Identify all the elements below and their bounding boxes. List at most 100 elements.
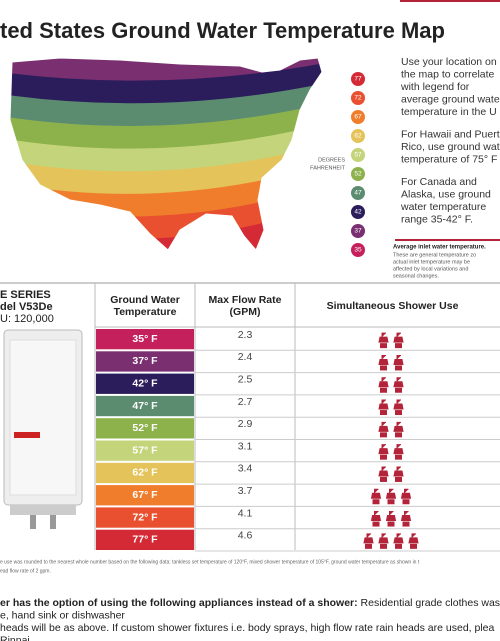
flow-value: 2.9 <box>238 418 253 430</box>
legend-value: 52 <box>354 171 362 178</box>
note-text: range 35-42° F. <box>401 213 473 225</box>
shower-icon <box>393 399 404 410</box>
legend-dot <box>351 129 365 143</box>
note-body: actual inlet temperature may be <box>393 259 470 265</box>
shower-body <box>380 365 387 371</box>
legend-dot <box>351 72 365 86</box>
shower-icons <box>378 354 404 371</box>
shower-body <box>365 543 372 549</box>
flow-value: 2.5 <box>238 374 253 386</box>
map-band <box>10 200 322 250</box>
shower-body <box>387 521 395 527</box>
shower-icon <box>393 533 404 544</box>
temp-cell <box>96 462 194 484</box>
shower-body <box>395 543 402 549</box>
note-body: These are general temperature zo <box>393 252 476 258</box>
shower-icon <box>363 533 374 544</box>
footnote: ead flow rate of 2 gpm. <box>0 568 51 574</box>
temp-cell <box>96 418 194 439</box>
shower-icon <box>378 533 389 544</box>
shower-body <box>380 432 387 438</box>
legend-dot <box>351 91 365 105</box>
temp-label: 47° F <box>132 400 158 412</box>
table-header: (GPM) <box>230 306 261 318</box>
unit-label: DEGREES <box>318 157 345 163</box>
temp-cell <box>96 485 194 506</box>
shower-icon <box>385 488 397 499</box>
note-body: seasonal changes. <box>393 273 439 279</box>
shower-body <box>380 454 387 460</box>
shower-icon <box>378 332 389 343</box>
shower-icons <box>378 399 404 416</box>
temp-cell <box>96 351 194 372</box>
unit-label: FAHRENHEIT <box>310 165 345 171</box>
note-text: Alaska, use ground <box>401 188 491 200</box>
note-text: For Hawaii and Puert <box>401 128 500 140</box>
legend-value: 35 <box>354 247 362 254</box>
bottom-span: Rinnai. <box>0 634 33 641</box>
shower-body <box>380 387 387 393</box>
shower-icon <box>408 533 419 544</box>
bottom-span: heads will be as above. If custom shower… <box>0 622 495 634</box>
temp-label: 67° F <box>132 489 158 501</box>
flow-value: 2.3 <box>238 329 253 341</box>
shower-body <box>395 476 402 482</box>
heater <box>3 329 83 529</box>
bottom-bold: er has the option of using the following… <box>0 597 358 609</box>
flow-value: 3.4 <box>238 463 253 475</box>
flow-value: 2.7 <box>238 396 253 408</box>
shower-body <box>380 343 387 349</box>
shower-icon <box>393 354 404 365</box>
shower-body <box>380 476 387 482</box>
shower-icons <box>370 511 412 527</box>
bottom-text: heads will be as above. If custom shower… <box>0 622 495 634</box>
temp-label: 77° F <box>132 534 158 546</box>
legend-value: 37 <box>354 228 362 235</box>
shower-icon <box>378 444 389 455</box>
legend-value: 67 <box>354 114 362 121</box>
legend-dot <box>351 224 365 238</box>
model-text: del V53De <box>0 301 53 313</box>
shower-icon <box>378 377 389 388</box>
temp-label: 57° F <box>132 444 158 456</box>
bottom-span: e, hand sink or dishwasher <box>0 609 125 621</box>
note-body: affected by local variations and <box>393 266 468 272</box>
shower-body <box>380 543 387 549</box>
shower-icon <box>393 444 404 455</box>
temp-cell <box>96 507 194 528</box>
shower-icons <box>363 533 419 549</box>
shower-icon <box>370 511 382 522</box>
shower-body <box>395 454 402 460</box>
shower-body <box>402 521 410 527</box>
shower-icon <box>393 421 404 432</box>
table-header: Max Flow Rate <box>209 294 282 306</box>
shower-icon <box>378 421 389 432</box>
shower-icon <box>385 511 397 522</box>
note-text: temperature in the U <box>401 106 497 118</box>
shower-icon <box>370 488 382 499</box>
note-text: Rico, use ground wat <box>401 141 500 153</box>
note-text: Use your location on <box>401 56 497 68</box>
shower-icons <box>378 332 404 349</box>
shower-icon <box>378 354 389 365</box>
shower-icon <box>400 511 412 522</box>
temp-label: 52° F <box>132 422 158 434</box>
note-text: the map to correlate <box>401 68 495 80</box>
map-outline <box>9 57 323 251</box>
shower-icons <box>378 421 404 438</box>
flow-value: 2.4 <box>238 351 253 363</box>
shower-icons <box>378 377 404 393</box>
bottom-text: er has the option of using the following… <box>0 597 500 609</box>
legend-value: 77 <box>354 76 362 83</box>
note-heading: Average inlet water temperature. <box>393 245 486 251</box>
shower-body <box>395 432 402 438</box>
shower-body <box>380 410 387 416</box>
temp-cell <box>96 329 194 350</box>
table-header: Simultaneous Shower Use <box>327 300 459 312</box>
flow-value: 4.1 <box>238 507 253 519</box>
temp-cell <box>96 440 194 461</box>
shower-icon <box>393 332 404 343</box>
shower-body <box>402 499 410 505</box>
legend-value: 57 <box>354 152 362 159</box>
temp-label: 35° F <box>132 333 158 345</box>
